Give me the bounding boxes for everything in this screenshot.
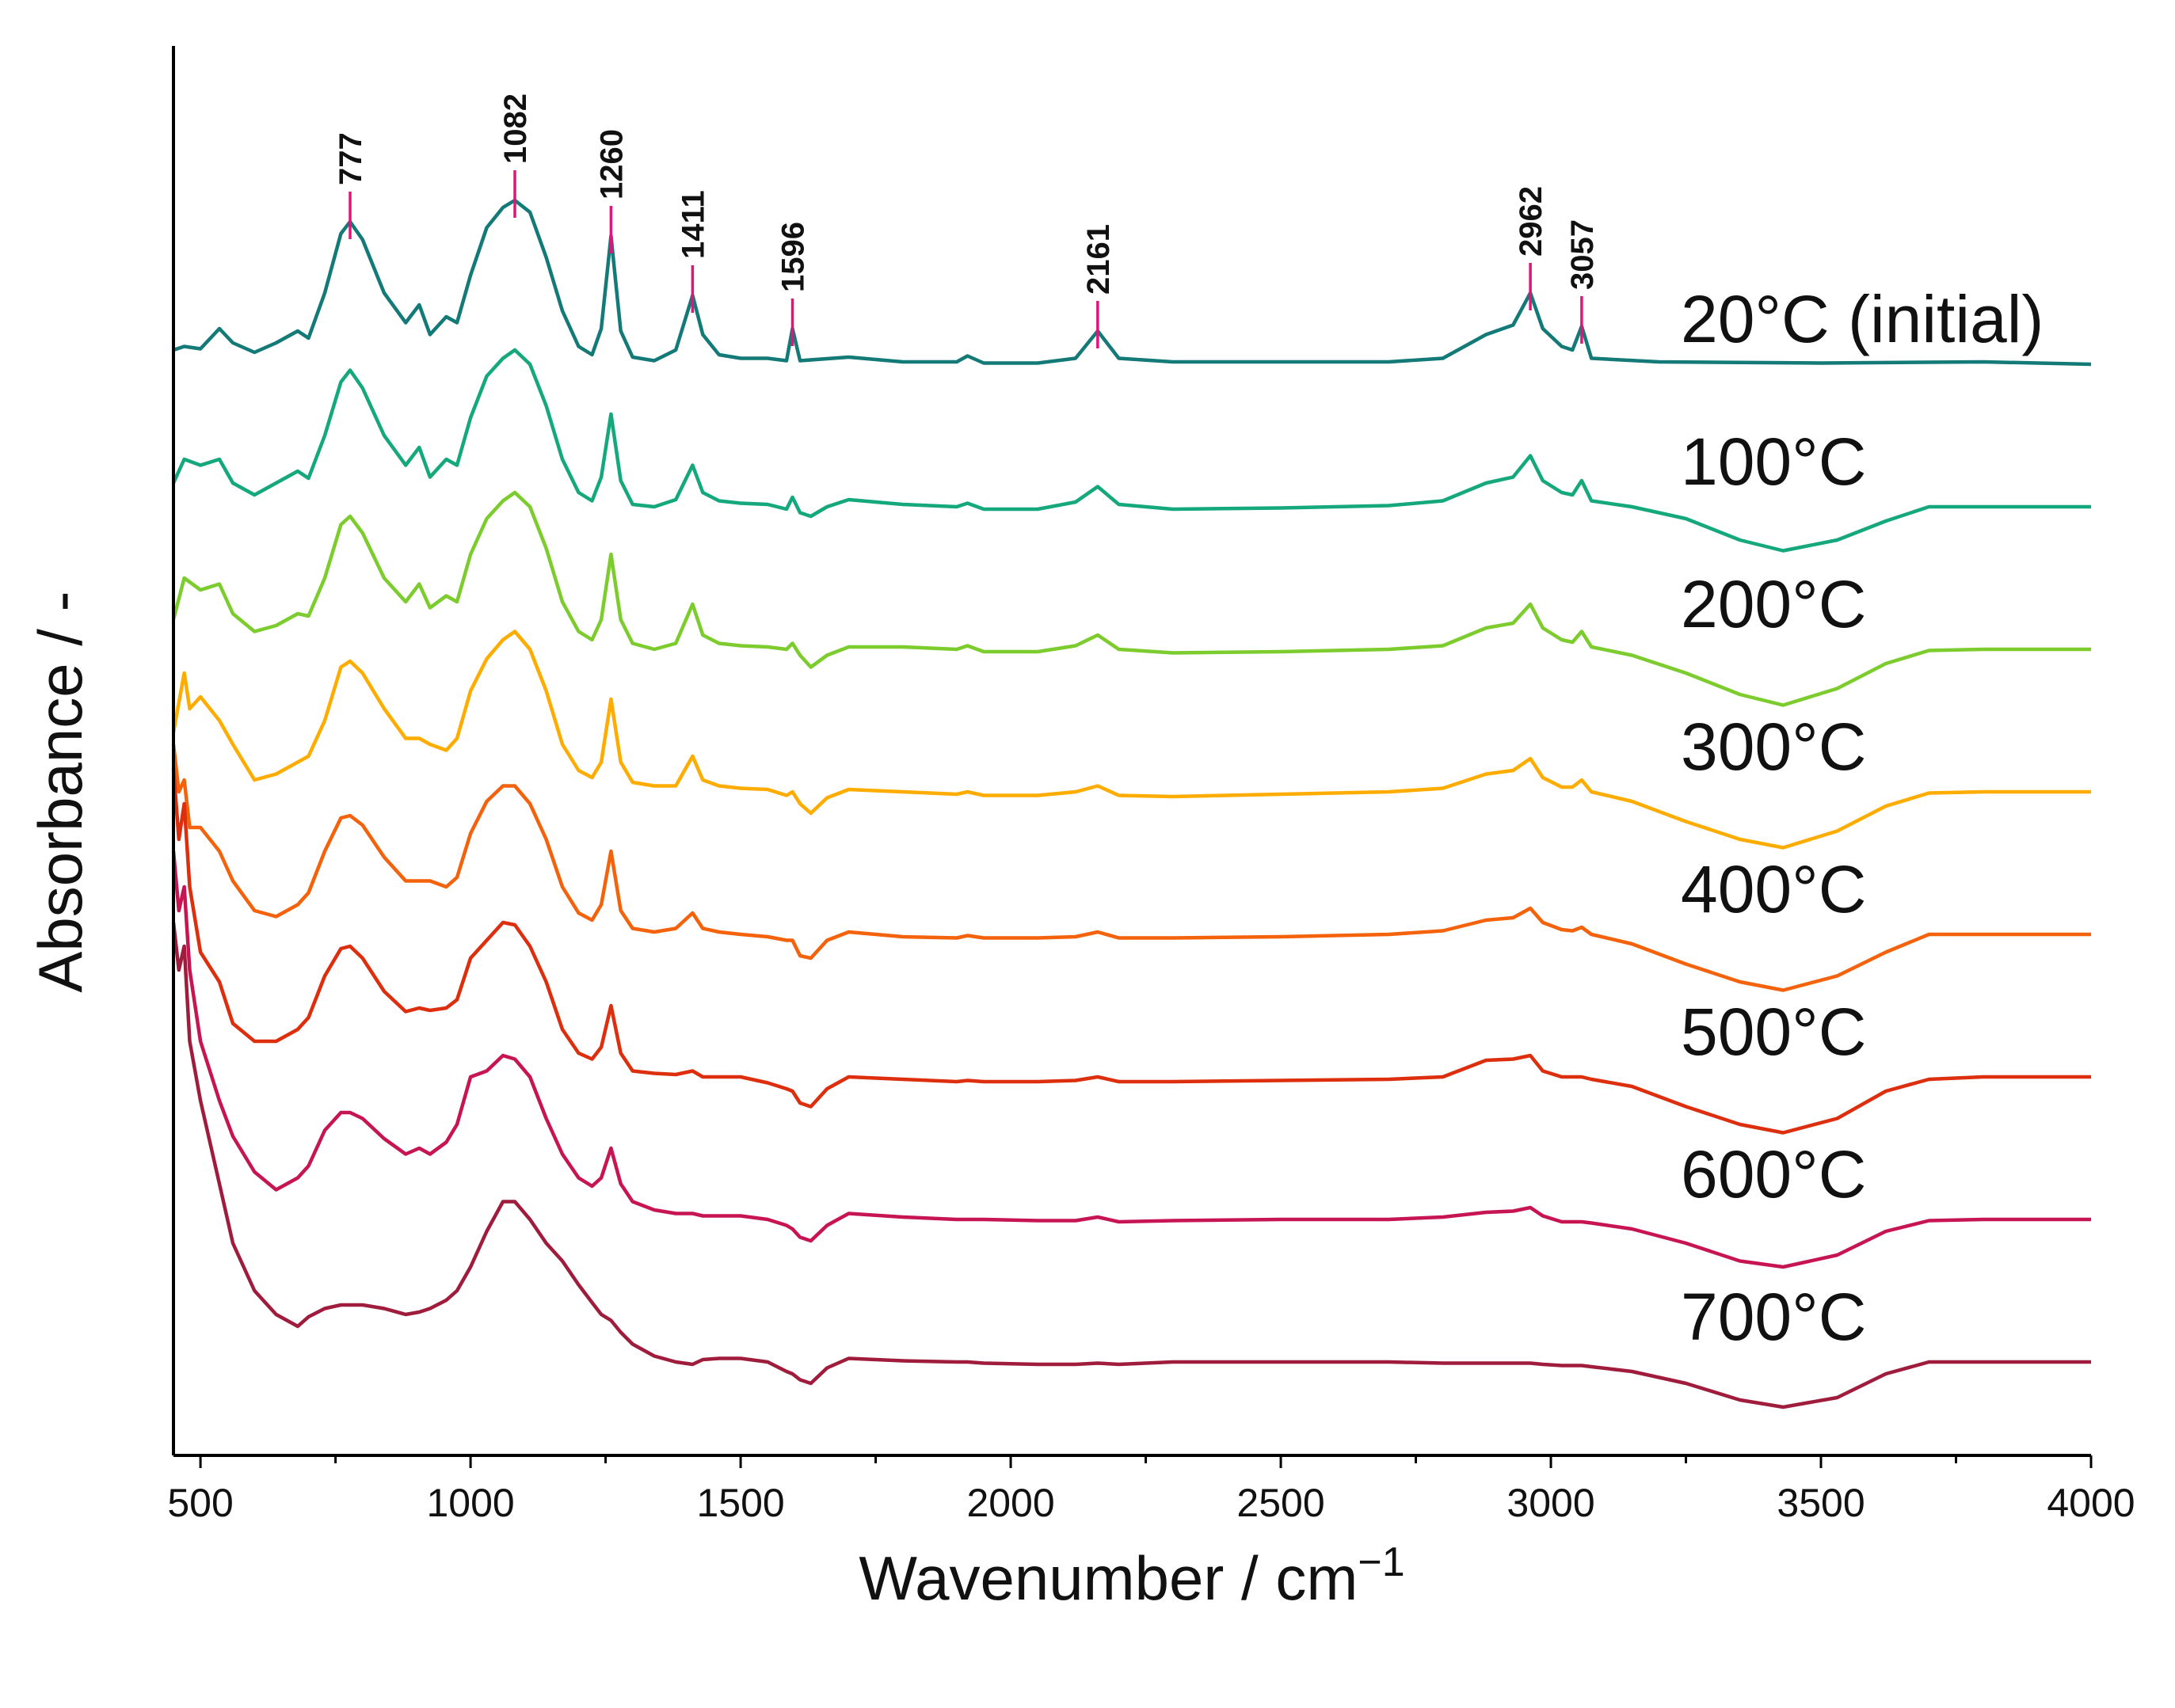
x-axis-title: Wavenumber / cm−1 <box>859 1539 1404 1613</box>
y-axis-title: Absorbance / - <box>25 591 95 992</box>
x-tick-label: 1000 <box>426 1481 514 1525</box>
peak-label: 1596 <box>776 222 811 292</box>
x-tick-label: 3000 <box>1507 1481 1594 1525</box>
x-tick-label: 3500 <box>1777 1481 1865 1525</box>
x-tick-label: 2500 <box>1236 1481 1324 1525</box>
series-line <box>171 490 2091 707</box>
peak-label: 1082 <box>498 93 533 164</box>
spectra-traces <box>171 198 2092 1409</box>
series-line <box>171 922 2091 1409</box>
x-tick-label: 500 <box>167 1481 233 1525</box>
series-line <box>171 630 2091 850</box>
axes: 500 1000 1500 2000 2500 3000 3500 4000 <box>167 46 2135 1525</box>
peak-label: 777 <box>333 132 368 185</box>
peak-markers: 777 1082 1260 1411 1596 2161 2962 3057 <box>333 93 1600 348</box>
x-tick-label: 1500 <box>696 1481 784 1525</box>
peak-label: 1260 <box>594 129 629 200</box>
series-label: 200°C <box>1681 567 1866 641</box>
series-label: 500°C <box>1681 995 1866 1069</box>
series-line <box>171 348 2091 553</box>
series-labels: 20°C (initial) 100°C 200°C 300°C 400°C 500°C 6… <box>1681 282 2044 1354</box>
x-axis-ticks: 500 1000 1500 2000 2500 3000 3500 4000 <box>167 1455 2135 1525</box>
peak-label: 1411 <box>676 190 710 259</box>
series-label: 300°C <box>1681 709 1866 784</box>
series-label: 20°C (initial) <box>1681 282 2044 356</box>
series-line <box>171 744 2091 992</box>
series-label: 600°C <box>1681 1137 1866 1212</box>
x-tick-label: 4000 <box>2047 1481 2135 1525</box>
series-line <box>171 767 2091 1135</box>
x-tick-label: 2000 <box>966 1481 1054 1525</box>
series-label: 100°C <box>1681 424 1866 499</box>
peak-label: 2161 <box>1081 224 1116 295</box>
series-label: 400°C <box>1681 852 1866 926</box>
peak-label: 2962 <box>1514 186 1548 257</box>
series-label: 700°C <box>1681 1280 1866 1354</box>
series-line <box>171 850 2091 1269</box>
peak-label: 3057 <box>1565 219 1600 290</box>
